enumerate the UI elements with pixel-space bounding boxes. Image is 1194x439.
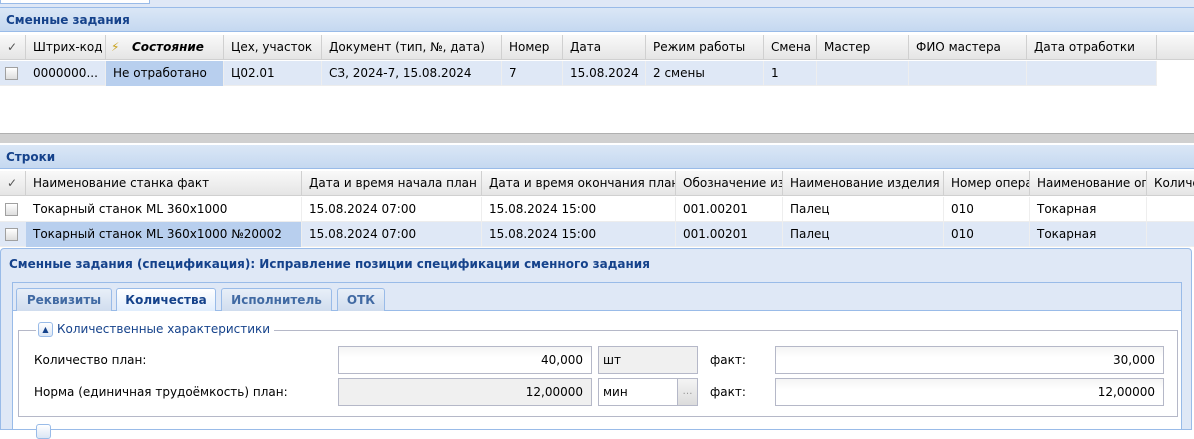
cell: 15.08.2024	[563, 61, 646, 86]
norm-fact-label: факт:	[710, 385, 746, 399]
cell: Палец	[783, 222, 944, 247]
cell: 2 смены	[646, 61, 764, 86]
column-header[interactable]: Номер	[502, 35, 563, 60]
cell-selected[interactable]: Токарный станок ML 360x1000 №20002	[26, 222, 302, 247]
bottom-grid-header: ✓ Наименование станка факт Дата и время …	[0, 171, 1194, 196]
column-header[interactable]: Дата и время начала план	[302, 171, 482, 196]
column-header[interactable]: Мастер	[817, 35, 909, 60]
column-header[interactable]: Наименование опе	[1030, 171, 1147, 196]
column-header[interactable]: Номер опера	[944, 171, 1030, 196]
norm-unit-field[interactable]: мин …	[598, 378, 698, 406]
cell: 001.00201	[676, 197, 783, 222]
column-label: Состояние	[132, 40, 204, 54]
tab-requisites[interactable]: Реквизиты	[16, 288, 112, 312]
column-header[interactable]: Документ (тип, №, дата)	[322, 35, 502, 60]
cell	[1027, 61, 1157, 86]
table-row[interactable]: Токарный станок ML 360x1000 15.08.2024 0…	[0, 197, 1194, 222]
panel-title: Строки	[6, 150, 56, 164]
collapse-toggle-icon[interactable]: ▲	[38, 322, 53, 337]
cell: 15.08.2024 15:00	[482, 222, 676, 247]
panel-title: Сменные задания	[6, 13, 130, 27]
cell: 010	[944, 222, 1030, 247]
row-checkbox[interactable]	[5, 228, 18, 241]
cell: Токарный станок ML 360x1000	[26, 197, 302, 222]
column-header[interactable]: Наименование станка факт	[26, 171, 302, 196]
tab-bar: Реквизиты Количества Исполнитель ОТК	[12, 282, 1182, 313]
row-checkbox[interactable]	[5, 203, 18, 216]
cell	[817, 61, 909, 86]
cell: 15.08.2024 07:00	[302, 197, 482, 222]
column-header-state[interactable]: ⚡ Состояние	[106, 35, 224, 60]
norm-plan-input: 12,00000	[338, 378, 592, 406]
cell: 15.08.2024 15:00	[482, 197, 676, 222]
column-header[interactable]: Обозначение изд	[676, 171, 783, 196]
top-grid-header: ✓ Штрих-код ⚡ Состояние Цех, участок Доку…	[0, 35, 1194, 60]
filter-icon: ⚡	[111, 40, 120, 54]
section-title: Количественные характеристики	[57, 322, 271, 336]
column-header[interactable]: Наименование изделия	[783, 171, 944, 196]
collapse-toggle-icon[interactable]	[36, 424, 55, 439]
ellipsis-icon[interactable]: …	[677, 379, 697, 405]
cell-selected[interactable]: Не отработано	[106, 61, 224, 86]
norm-fact-input[interactable]: 12,00000	[775, 378, 1164, 406]
column-header[interactable]: Режим работы	[646, 35, 764, 60]
column-header[interactable]: Цех, участок	[224, 35, 322, 60]
cell	[909, 61, 1027, 86]
unit-value: мин	[603, 385, 628, 399]
quantity-fact-label: факт:	[710, 353, 746, 367]
tab-quantities[interactable]: Количества	[116, 288, 216, 313]
quantity-plan-input[interactable]: 40,000	[338, 346, 592, 374]
fieldset-legend: ▲ Количественные характеристики	[36, 320, 275, 338]
column-header[interactable]: ФИО мастера	[909, 35, 1027, 60]
column-header[interactable]: Дата и время окончания план...	[482, 171, 676, 196]
cell: Токарная	[1030, 222, 1147, 247]
column-header[interactable]: Смена	[764, 35, 817, 60]
quantity-unit-field: шт	[598, 346, 698, 374]
cell: 7	[502, 61, 563, 86]
select-all-checkmark-icon[interactable]: ✓	[0, 35, 26, 60]
norm-plan-label: Норма (единичная трудоёмкость) план:	[34, 385, 288, 399]
cell: 0000000...	[26, 61, 106, 86]
tab-otk[interactable]: ОТК	[337, 288, 385, 312]
cell: 001.00201	[676, 222, 783, 247]
column-header[interactable]: Количе	[1147, 171, 1194, 196]
cell: 010	[944, 197, 1030, 222]
table-row[interactable]: Токарный станок ML 360x1000 №20002 15.08…	[0, 222, 1194, 247]
top-tab[interactable]	[0, 0, 150, 4]
cell: Токарная	[1030, 197, 1147, 222]
bottom-panel-header: Строки	[0, 145, 1194, 169]
cell: Ц02.01	[224, 61, 322, 86]
table-row[interactable]: 0000000... Не отработано Ц02.01 СЗ, 2024…	[0, 61, 1157, 86]
quantity-plan-label: Количество план:	[34, 353, 147, 367]
quantity-fact-input[interactable]: 30,000	[775, 346, 1164, 374]
splitter[interactable]	[0, 133, 1194, 143]
select-all-checkmark-icon[interactable]: ✓	[0, 171, 26, 196]
quantity-fieldset	[18, 330, 1178, 417]
column-header[interactable]: Дата	[563, 35, 646, 60]
top-tab-strip	[0, 0, 1194, 8]
column-header[interactable]: Штрих-код	[26, 35, 106, 60]
cell: 15.08.2024 07:00	[302, 222, 482, 247]
cell: 1	[764, 61, 817, 86]
row-checkbox[interactable]	[5, 67, 18, 80]
top-panel-header: Сменные задания	[0, 8, 1194, 32]
dialog-title: Сменные задания (спецификация): Исправле…	[9, 257, 650, 271]
column-header[interactable]: Дата отработки	[1027, 35, 1157, 60]
tab-executor[interactable]: Исполнитель	[221, 288, 332, 312]
cell: Палец	[783, 197, 944, 222]
cell: СЗ, 2024-7, 15.08.2024	[322, 61, 502, 86]
